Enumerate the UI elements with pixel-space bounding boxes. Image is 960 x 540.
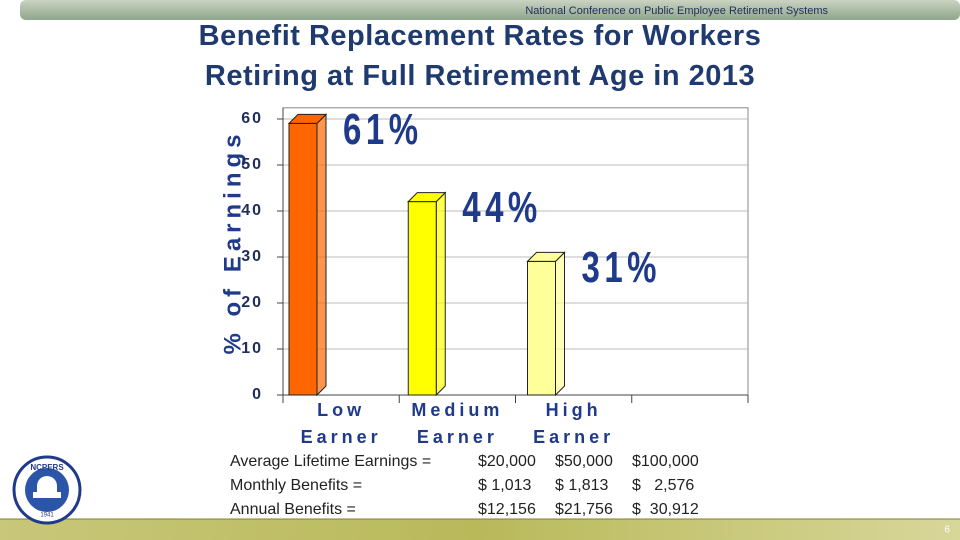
bar: [527, 260, 556, 396]
bar-top: [407, 192, 447, 203]
bar-side: [555, 251, 565, 397]
y-tick-label: 30: [241, 248, 263, 265]
logo-year: 1941: [40, 513, 54, 519]
x-tick-label: Low Earner: [300, 400, 382, 447]
table-cell: Annual Benefits =: [230, 501, 356, 518]
table-cell: $ 30,912: [632, 501, 699, 518]
y-tick-label: 60: [241, 110, 263, 127]
data-label: 61%: [343, 106, 423, 155]
table-cell: $50,000: [555, 453, 613, 470]
data-label: 44%: [462, 184, 542, 233]
header-bar: [20, 0, 960, 20]
chart-title: Retiring at Full Retirement Age in 2013: [204, 60, 756, 92]
table-cell: $12,156: [478, 501, 536, 518]
logo-capitol: [33, 476, 61, 498]
logo-name: NCPERS: [30, 463, 64, 472]
bar-side: [435, 191, 446, 397]
logo: NCPERS 1941: [12, 455, 82, 525]
chart-title: Benefit Replacement Rates for Workers: [198, 20, 762, 52]
table-cell: $ 2,576: [632, 477, 695, 494]
bar: [288, 122, 318, 396]
x-tick-label: High Earner: [533, 400, 615, 447]
y-tick-label: 40: [241, 202, 263, 219]
x-tick-label: Medium Earner: [411, 400, 504, 447]
table-cell: $20,000: [478, 453, 536, 470]
table-cell: $ 1,813: [555, 477, 609, 494]
table-cell: $100,000: [632, 453, 699, 470]
footer-bar: [0, 519, 960, 540]
y-tick-label: 50: [241, 156, 263, 173]
y-tick-label: 10: [241, 340, 263, 357]
y-axis-label: % of Earnings: [219, 129, 246, 354]
bar: [407, 201, 437, 396]
y-tick-label: 20: [241, 294, 263, 311]
bar-top: [526, 251, 566, 262]
table-cell: Monthly Benefits =: [230, 477, 363, 494]
bar-top: [287, 113, 328, 124]
bar-side: [316, 113, 327, 397]
table-cell: Average Lifetime Earnings =: [230, 453, 432, 470]
data-label: 31%: [582, 244, 662, 293]
table-cell: $ 1,013: [478, 477, 532, 494]
page-number: 6: [944, 525, 950, 536]
y-tick-label: 0: [252, 386, 263, 403]
table-cell: $21,756: [555, 501, 613, 518]
plot-area: [282, 107, 749, 396]
header-text: National Conference on Public Employee R…: [525, 5, 828, 17]
